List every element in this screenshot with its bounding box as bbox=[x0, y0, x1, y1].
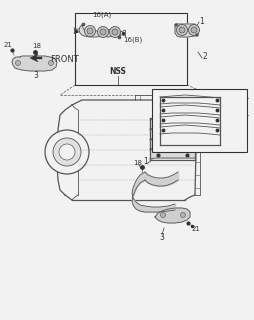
Circle shape bbox=[84, 26, 95, 36]
Text: 2: 2 bbox=[202, 52, 207, 60]
Polygon shape bbox=[174, 24, 197, 37]
Polygon shape bbox=[30, 54, 42, 62]
Text: 18: 18 bbox=[133, 160, 142, 166]
Circle shape bbox=[195, 34, 198, 36]
Text: 3: 3 bbox=[34, 71, 38, 81]
Circle shape bbox=[45, 130, 89, 174]
Circle shape bbox=[109, 27, 120, 37]
Text: 16(B): 16(B) bbox=[223, 113, 240, 117]
Polygon shape bbox=[79, 25, 120, 37]
Circle shape bbox=[100, 29, 106, 35]
Circle shape bbox=[188, 25, 199, 36]
Circle shape bbox=[178, 27, 184, 33]
Text: 18: 18 bbox=[32, 43, 41, 49]
Circle shape bbox=[160, 212, 165, 218]
Text: 3: 3 bbox=[159, 233, 164, 242]
Polygon shape bbox=[154, 208, 189, 223]
Circle shape bbox=[174, 23, 177, 27]
Circle shape bbox=[112, 29, 118, 35]
Polygon shape bbox=[12, 56, 57, 71]
Circle shape bbox=[48, 60, 53, 66]
Circle shape bbox=[53, 138, 81, 166]
Text: 1: 1 bbox=[199, 17, 203, 26]
Text: 21: 21 bbox=[4, 42, 12, 48]
Circle shape bbox=[190, 27, 196, 33]
Circle shape bbox=[97, 27, 108, 37]
Text: 16(A): 16(A) bbox=[92, 12, 111, 18]
Circle shape bbox=[15, 60, 20, 66]
Circle shape bbox=[87, 28, 93, 34]
Circle shape bbox=[59, 144, 75, 160]
Text: 16(B): 16(B) bbox=[123, 37, 142, 43]
Bar bbox=[151, 89, 246, 152]
Text: 1: 1 bbox=[143, 157, 148, 166]
Circle shape bbox=[176, 25, 187, 36]
Bar bbox=[75, 13, 186, 85]
Text: NSS: NSS bbox=[109, 68, 126, 76]
Text: FRONT: FRONT bbox=[50, 54, 78, 63]
Text: 2: 2 bbox=[163, 103, 168, 113]
Circle shape bbox=[180, 212, 185, 218]
Text: NSS: NSS bbox=[224, 95, 240, 101]
Text: 21: 21 bbox=[191, 226, 200, 232]
